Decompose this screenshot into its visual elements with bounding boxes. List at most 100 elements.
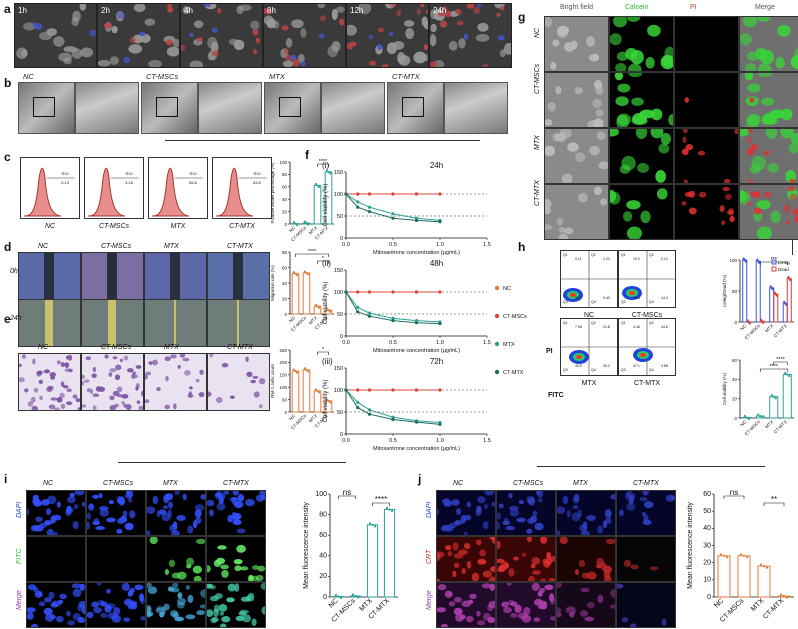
cell-mark — [236, 528, 246, 534]
livedead-column-label: Bright field — [560, 4, 594, 11]
cell-mark — [509, 508, 520, 517]
cell-mark — [265, 8, 272, 15]
histogram-svg: ROI 65.6 — [151, 167, 203, 217]
cell-mark — [77, 407, 80, 410]
y-tick-label: 60 — [732, 358, 738, 363]
significance-bracket — [723, 495, 745, 499]
significance-bracket — [295, 253, 329, 257]
cell-mark — [79, 583, 85, 592]
cell-mark — [185, 585, 190, 590]
y-tick-label: 100 — [334, 388, 343, 394]
cell-mark — [461, 567, 466, 575]
cell-mark — [597, 594, 604, 604]
cell-mark — [167, 501, 174, 509]
y-tick-label: 20 — [703, 559, 711, 566]
cells-layer — [610, 129, 672, 183]
cell-mark — [780, 108, 793, 121]
cell-mark — [232, 491, 239, 496]
cells-layer — [87, 537, 145, 581]
cell-mark — [556, 218, 564, 226]
cell-mark — [123, 56, 131, 64]
cell-mark — [497, 540, 501, 550]
panel-label-h: h — [518, 240, 526, 254]
livedead-image — [674, 128, 739, 184]
cell-mark — [48, 591, 55, 599]
cell-mark — [260, 583, 265, 590]
series-point — [438, 322, 442, 326]
quadrant-name: Q2 — [591, 253, 596, 257]
scratch-gap — [45, 300, 53, 346]
cell-mark — [719, 205, 725, 213]
data-point — [743, 414, 746, 418]
series-point — [367, 408, 372, 412]
cell-mark — [83, 379, 90, 383]
data-point — [292, 368, 295, 371]
cell-mark — [497, 35, 505, 41]
sem-image: CT-MSCs — [141, 72, 198, 134]
flow-group-label: NC — [44, 223, 56, 230]
cell-mark — [318, 33, 326, 39]
cell-mark — [255, 37, 260, 44]
quadrant-group-label: CT-MSCs — [631, 312, 663, 319]
bar — [742, 259, 748, 323]
cell-mark — [458, 38, 466, 49]
cell-mark — [232, 519, 242, 525]
cell-mark — [623, 559, 632, 568]
divider-line — [165, 140, 480, 141]
quadrant-value: 10.0 — [633, 257, 640, 261]
cell-mark — [784, 205, 790, 213]
series-point — [391, 417, 395, 422]
data-point — [784, 371, 787, 375]
histogram-peak — [215, 167, 254, 217]
cells-layer — [264, 4, 345, 67]
cell-mark — [682, 129, 688, 134]
cell-mark — [557, 583, 562, 588]
scratch-gap — [44, 253, 54, 299]
sem-zoom-image — [75, 82, 139, 134]
cell-mark — [216, 397, 223, 404]
significance-bracket — [317, 260, 329, 264]
cell-mark — [722, 186, 730, 192]
cell-mark — [647, 24, 661, 37]
transwell-image — [81, 353, 144, 411]
cell-mark — [233, 558, 243, 565]
x-axis-label: Mitoxantrone concentration (μg/mL) — [373, 446, 460, 452]
cell-mark — [595, 109, 604, 117]
y-tick-label: 0 — [323, 594, 327, 601]
cell-mark — [248, 574, 254, 581]
cell-mark — [483, 504, 489, 509]
cell-mark — [632, 113, 647, 125]
timelapse-frame: 24h — [429, 3, 512, 68]
cell-mark — [503, 606, 512, 614]
fluo-group-label: CT-MTX — [633, 480, 659, 487]
cell-mark — [477, 496, 486, 504]
cell-mark — [65, 401, 73, 406]
cell-mark — [589, 145, 600, 156]
cell-mark — [195, 538, 205, 545]
cell-mark — [253, 391, 260, 398]
cell-mark — [258, 404, 263, 409]
cell-mark — [464, 543, 471, 550]
cell-mark — [491, 537, 495, 545]
cells-layer — [145, 354, 205, 410]
cell-mark — [196, 610, 205, 616]
quadrant-group-label: MTX — [581, 380, 597, 387]
cell-mark — [167, 586, 174, 592]
y-tick-label: 100 — [334, 290, 343, 296]
cell-mark — [559, 226, 566, 233]
cell-mark — [199, 604, 205, 609]
y-tick-label: 40 — [282, 281, 288, 286]
x-tick-label: 1.0 — [436, 438, 444, 444]
series-point — [356, 192, 360, 196]
y-tick-label: 50 — [703, 508, 711, 515]
cell-mark — [586, 514, 596, 521]
cell-mark — [655, 170, 666, 183]
cell-mark — [665, 494, 675, 502]
cell-mark — [145, 374, 148, 380]
fluo-image — [556, 582, 616, 628]
cell-mark — [140, 33, 151, 43]
data-point — [775, 294, 778, 297]
cell-mark — [284, 54, 292, 61]
cell-mark — [31, 623, 38, 627]
